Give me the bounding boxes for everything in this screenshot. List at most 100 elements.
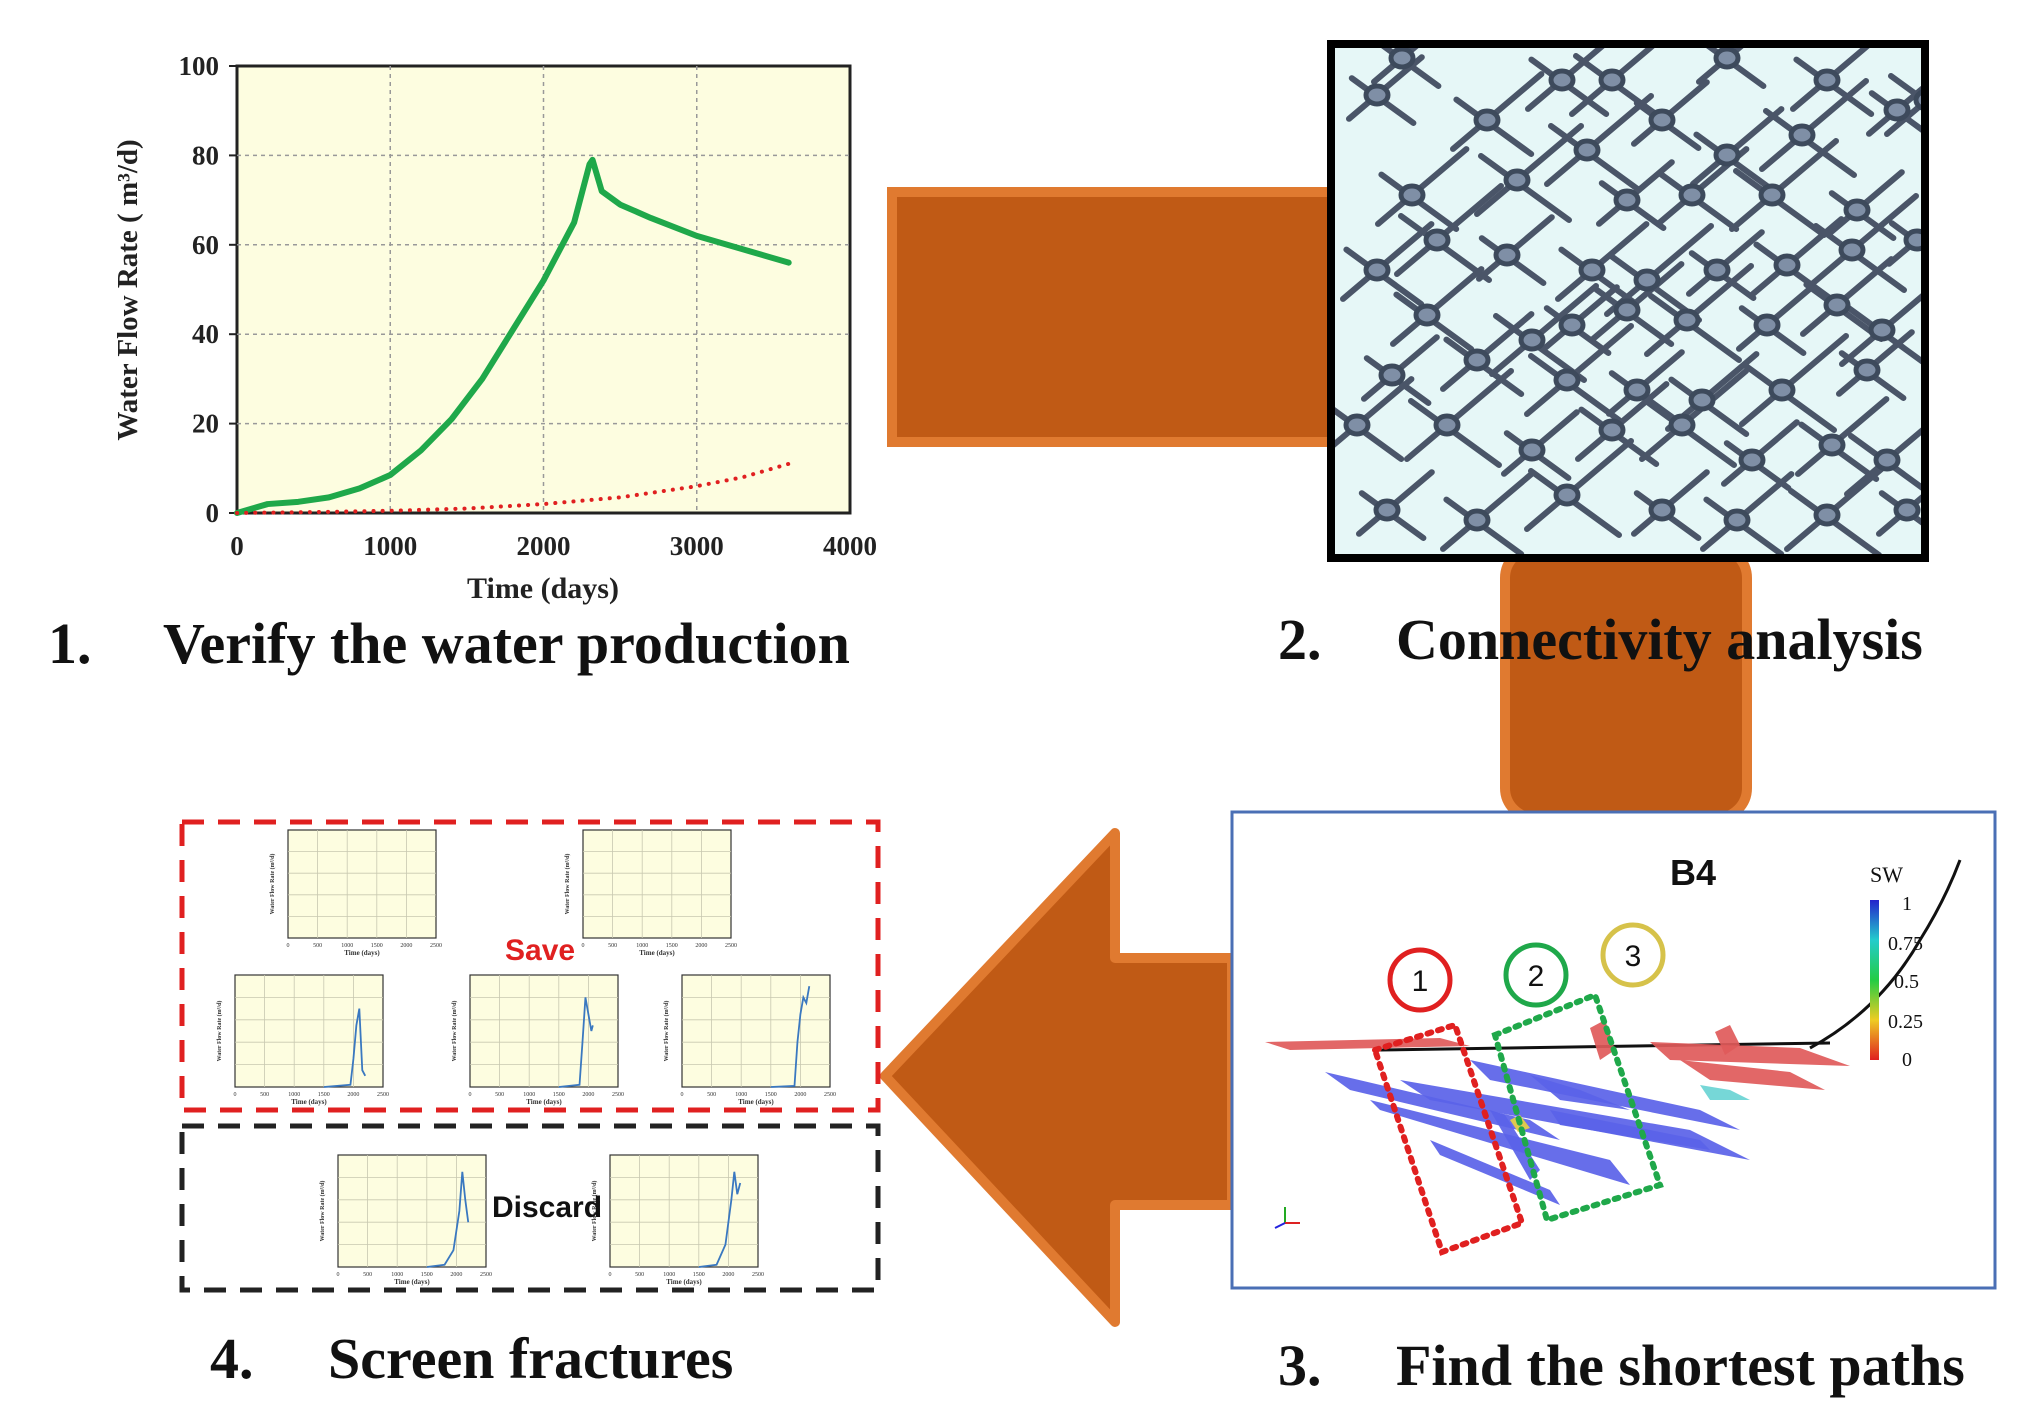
chart-ytick-label: 40 [192,319,219,349]
mini-plot-curve [698,1171,742,1268]
network-node [1558,313,1586,337]
mini-plot-xlabel: Time (days) [344,949,380,957]
mini-plot-ylabel: Water Flow Rate (m³/d) [451,1001,458,1062]
chart-ylabel: Water Flow Rate ( m³/d) [112,139,144,440]
mini-plot-tick: 2500 [430,943,442,949]
step-3-caption: 3. Find the shortest paths [1278,1332,1965,1399]
network-node [1903,228,1921,252]
mini-plot: 0 500 1000 1500 2000 2500 Time (days) Water Flo… [269,829,442,957]
mini-plot-tick: 0 [681,1092,684,1098]
mini-plot-ylabel: Water Flow Rate (m³/d) [564,854,571,915]
network-node [1773,253,1801,277]
network-node [1813,503,1841,527]
path-circle-2 [1503,942,1569,1008]
network-node [1758,183,1786,207]
network-node [1738,448,1766,472]
network-node [1768,378,1796,402]
chart-xtick-label: 3000 [670,531,724,561]
network-node [1913,89,1921,111]
fracture-plane [1530,1075,1630,1110]
step-4-label: Screen fractures [328,1326,734,1391]
step-4-number: 4. [210,1326,254,1391]
chart-xtick-label: 4000 [823,531,877,561]
chart-ytick-label: 60 [192,230,219,260]
network-node [1398,183,1426,207]
network-node [1553,483,1581,507]
arrow-step2-to-step3 [1500,543,1752,823]
save-group-box [179,819,881,1113]
mini-plot-tick: 1500 [666,943,678,949]
path-circle-1 [1387,947,1453,1013]
chart-xlabel: Time (days) [467,572,619,605]
network-node [1613,298,1641,322]
mini-plot-xlabel: Time (days) [738,1098,774,1106]
network-node [1668,413,1696,437]
chart-xtick-label: 1000 [363,531,417,561]
step-4-caption: 4. Screen fractures [210,1325,733,1392]
network-node [1363,83,1391,107]
mini-plot-tick: 1000 [341,943,353,949]
mini-plot-curve [426,1171,470,1268]
network-node [1413,303,1441,327]
mini-plot-tick: 1500 [318,1092,330,1098]
mini-plot-tick: 2500 [377,1092,389,1098]
mini-plot-xlabel: Time (days) [394,1278,430,1286]
legend-tick-0: 0 [1902,1049,1912,1071]
mini-plot-tick: 1000 [288,1092,300,1098]
network-node [1433,413,1461,437]
network-node [1623,378,1651,402]
mini-plot: 0 500 1000 1500 2000 2500 Time (days) Water Flo… [451,974,624,1106]
mini-plot-tick: 1500 [553,1092,565,1098]
path-box-1 [1371,1021,1526,1256]
chart-xtick-label: 0 [230,531,244,561]
mini-plot-tick: 500 [707,1092,716,1098]
fracture-plane [1590,1020,1615,1060]
step-1-caption: 1. Verify the water production [48,610,850,677]
network-node [1548,68,1576,92]
mini-plot: 0 500 1000 1500 2000 2500 Time (days) Water Flo… [564,829,737,957]
mini-plot-tick: 500 [313,943,322,949]
mini-plot-tick: 1000 [636,943,648,949]
mini-plot-tick: 1500 [371,943,383,949]
network-node [1838,238,1866,262]
fracture-plane [1700,1085,1750,1100]
fracture-plane [1490,1110,1540,1180]
legend-tick-1: 1 [1902,893,1912,915]
network-node [1648,498,1676,522]
step-3-label: Find the shortest paths [1396,1333,1965,1398]
mini-plot-tick: 1000 [735,1092,747,1098]
network-node [1713,143,1741,167]
network-node [1598,68,1626,92]
mini-plot-tick: 2000 [722,1272,734,1278]
mini-plot-tick: 2500 [480,1272,492,1278]
chart-ytick-label: 0 [206,498,220,528]
mini-plot-tick: 2000 [582,1092,594,1098]
chart-series-simulated [234,156,792,516]
mini-plot-tick: 2500 [725,943,737,949]
connectivity-network [1327,40,1929,562]
mini-plot-ylabel: Water Flow Rate (m³/d) [663,1001,670,1062]
network-node [1573,138,1601,162]
step-1-number: 1. [48,611,92,676]
mini-plot-tick: 500 [495,1092,504,1098]
mini-plot-tick: 1500 [421,1272,433,1278]
mini-plot-tick: 1000 [523,1092,535,1098]
network-node [1343,413,1371,437]
network-node [1713,48,1741,70]
path-box-2 [1491,991,1664,1224]
mini-plot: 0 500 1000 1500 2000 2500 Time (days) Water Flo… [216,974,389,1106]
chart-series-observed [235,461,791,515]
mini-plot-ylabel: Water Flow Rate (m³/d) [591,1181,598,1242]
legend-tick-05: 0.5 [1894,971,1919,993]
network-node [1613,188,1641,212]
mini-plot-tick: 2000 [347,1092,359,1098]
path-circle-2-label: 2 [1528,960,1545,993]
fracture-model-panel: B4 1 2 3 SW 1 0.75 0.5 0.25 0 [1230,810,1997,1290]
water-production-chart: 0 1000 2000 3000 4000 0 20 40 60 80 100 Time (days… [112,51,877,605]
network-node [1673,308,1701,332]
step-2-label: Connectivity analysis [1396,607,1923,672]
network-node [1463,508,1491,532]
step-2-number: 2. [1278,607,1322,672]
step-1-label: Verify the water production [163,611,850,676]
